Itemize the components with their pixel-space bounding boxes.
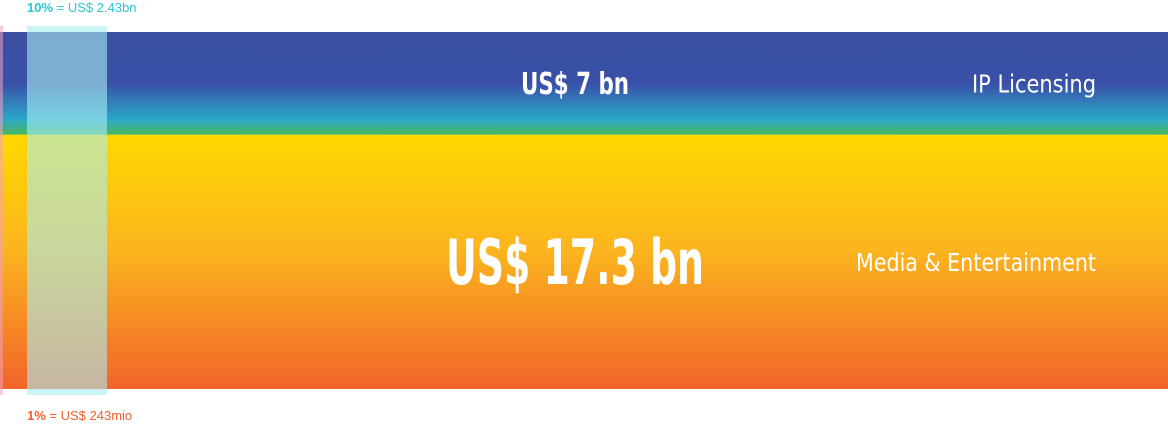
scale-marker-1-percent <box>0 26 3 395</box>
value-label-media-entertainment: US$ 17.3 bn <box>446 226 704 299</box>
legend-10-percent: 10% = US$ 2.43bn <box>27 0 137 15</box>
scale-marker-10-percent <box>27 26 107 395</box>
category-label-ip-licensing: IP Licensing <box>972 69 1096 98</box>
legend-10-percent-text: = US$ 2.43bn <box>56 0 137 15</box>
scale-markers <box>0 26 107 395</box>
segment-ip-licensing <box>0 32 1168 135</box>
legend-1-percent-text: = US$ 243mio <box>49 408 133 423</box>
legend-1-percent-value: 1% <box>27 408 46 423</box>
value-label-ip-licensing: US$ 7 bn <box>521 67 629 102</box>
category-label-media-entertainment: Media & Entertainment <box>856 248 1096 277</box>
legend-10-percent-value: 10% <box>27 0 54 15</box>
segment-media-entertainment <box>0 134 1168 389</box>
legend-1-percent: 1% = US$ 243mio <box>27 408 132 423</box>
segment-labels: US$ 7 bn IP Licensing US$ 17.3 bn Media & E… <box>446 67 1096 299</box>
segments <box>0 32 1168 389</box>
